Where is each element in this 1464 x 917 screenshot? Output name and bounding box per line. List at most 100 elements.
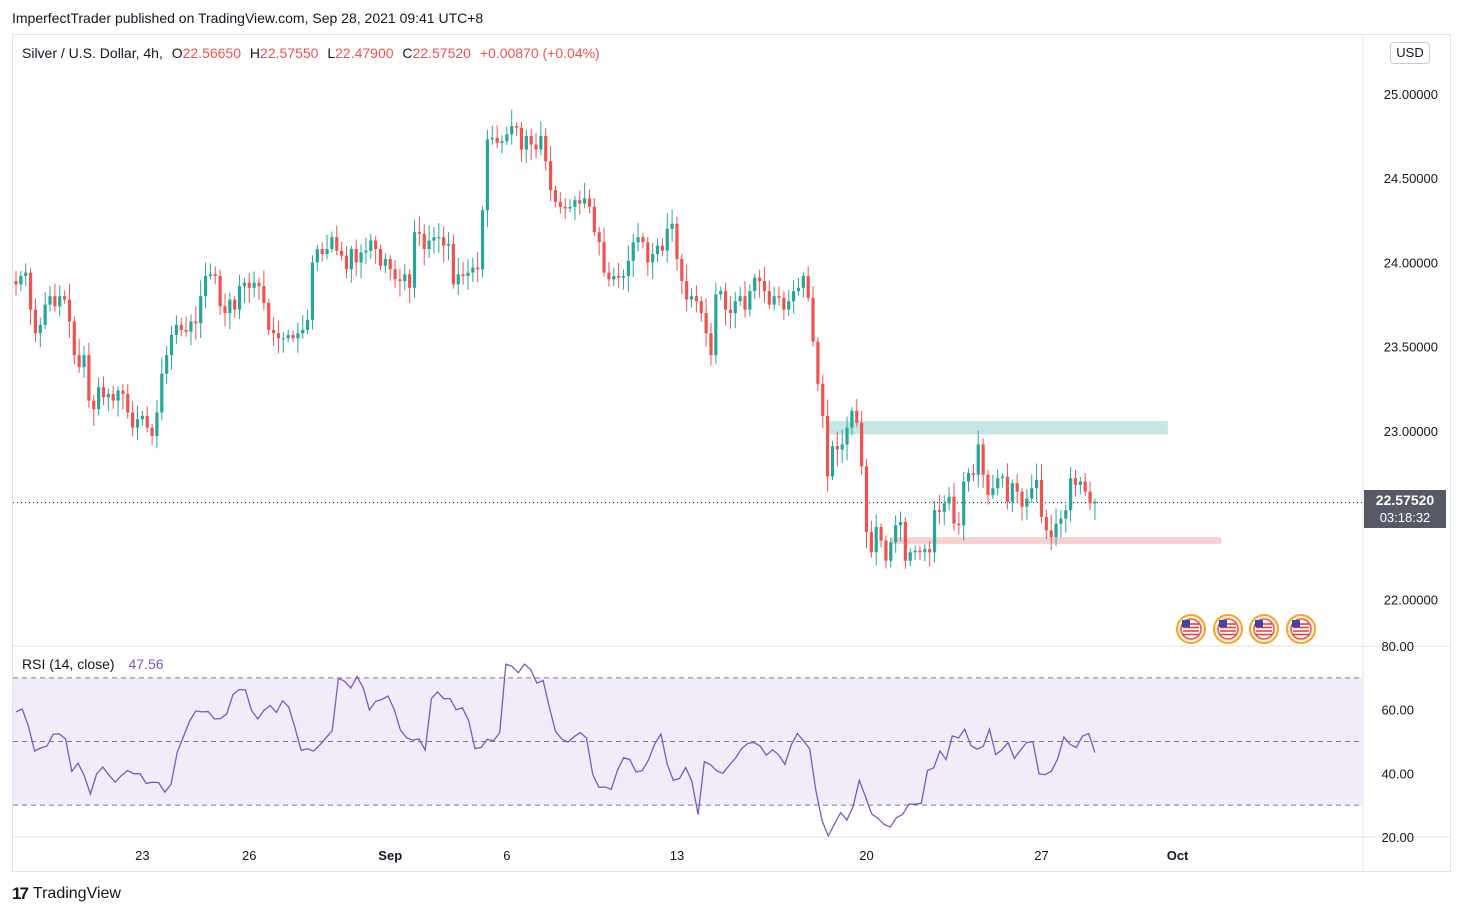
publish-line: ImperfectTrader published on TradingView… (12, 10, 484, 26)
candle-body (840, 444, 844, 450)
candle-body (996, 478, 1000, 489)
candle-body (937, 510, 941, 512)
candle-body (310, 262, 315, 320)
us-flag-canton (1182, 620, 1190, 627)
candle-body (67, 299, 72, 322)
us-flag-canton (1255, 620, 1263, 627)
candle-body (276, 333, 281, 339)
candle-body (1025, 498, 1029, 507)
time-tick-label: 27 (1034, 848, 1048, 863)
candle-body (510, 125, 514, 135)
candle-body (228, 299, 232, 314)
candle-body (383, 259, 387, 266)
candle-body (237, 286, 242, 310)
candle-body (505, 134, 509, 142)
candle-body (962, 481, 966, 526)
rsi-tick-label: 60.00 (1381, 703, 1414, 718)
candle-body (101, 387, 106, 398)
candle-body (466, 272, 470, 276)
time-tick-label: 13 (670, 848, 684, 863)
candle-body (544, 136, 548, 162)
last-price-value: 22.57520 (1375, 492, 1435, 508)
candle-body (33, 309, 38, 334)
candle-body (743, 296, 747, 310)
candle-body (514, 125, 519, 128)
candle-body (456, 274, 460, 285)
candle-body (670, 223, 674, 229)
candle-body (155, 412, 159, 437)
candle-body (680, 259, 684, 282)
time-tick-label: 6 (503, 848, 510, 863)
candle-body (19, 275, 23, 285)
candle-body (247, 282, 251, 288)
candle-body (738, 296, 742, 302)
price-tick-label: 25.00000 (1384, 87, 1438, 102)
candle-body (592, 206, 596, 233)
rsi-value: 47.56 (128, 656, 164, 672)
candle-body (519, 127, 524, 150)
candle-body (1030, 488, 1034, 499)
candle-body (1064, 510, 1068, 519)
candle-body (792, 291, 796, 302)
candle-body (699, 301, 703, 314)
candle-body (203, 275, 208, 297)
candle-body (801, 275, 805, 288)
candle-body (184, 329, 188, 332)
candle-body (932, 510, 937, 553)
footer-brand[interactable]: 17 TradingView (12, 884, 121, 904)
candle-body (1005, 476, 1010, 502)
candle-body (53, 296, 57, 307)
candle-body (821, 383, 825, 416)
brand-name: TradingView (32, 885, 121, 902)
candle-body (602, 242, 606, 273)
rsi-tick-label: 20.00 (1381, 830, 1414, 845)
candle-body (461, 274, 465, 276)
candle-body (1069, 478, 1073, 511)
open-value: 22.56650 (182, 45, 242, 61)
candle-body (826, 415, 830, 477)
candle-body (500, 141, 504, 143)
last-price-badge: 22.57520 03:18:32 (1364, 490, 1446, 528)
candle-body (87, 355, 91, 401)
candle-body (140, 415, 144, 420)
candle-body (845, 427, 849, 445)
candle-body (874, 527, 878, 553)
symbol-title[interactable]: Silver / U.S. Dollar, 4h, (22, 45, 163, 61)
candle-body (480, 210, 485, 270)
candle-body (233, 299, 237, 310)
price-tick-label: 24.00000 (1384, 255, 1438, 270)
us-flag-event-icon (1286, 614, 1316, 644)
candle-body (1088, 491, 1092, 504)
us-flag-canton (1292, 620, 1300, 627)
candle-body (257, 282, 261, 287)
candle-body (864, 466, 869, 533)
candle-body (971, 473, 976, 475)
candle-body (408, 274, 412, 288)
candle-body (855, 410, 859, 423)
price-tick-label: 23.50000 (1384, 340, 1438, 355)
candle-body (374, 240, 378, 250)
candle-body (617, 275, 621, 278)
candle-body (189, 321, 193, 332)
candle-body (97, 387, 101, 410)
time-tick-label: Sep (378, 848, 402, 863)
currency-button[interactable]: USD (1390, 42, 1430, 64)
candle-body (111, 393, 115, 401)
time-tick-label: 20 (859, 848, 873, 863)
candle-body (1015, 483, 1019, 492)
candle-body (1054, 523, 1058, 538)
candle-body (116, 390, 120, 401)
rsi-label[interactable]: RSI (14, close) (22, 656, 115, 672)
high-value: 22.57550 (260, 45, 319, 61)
candle-body (160, 373, 164, 413)
candle-body (490, 137, 494, 140)
candle-body (354, 249, 358, 263)
candle-body (38, 324, 42, 334)
candle-body (495, 137, 499, 143)
candle-body (966, 473, 971, 482)
candle-body (14, 281, 18, 285)
candle-body (597, 232, 601, 243)
candle-body (412, 232, 417, 288)
candle-body (335, 237, 339, 251)
